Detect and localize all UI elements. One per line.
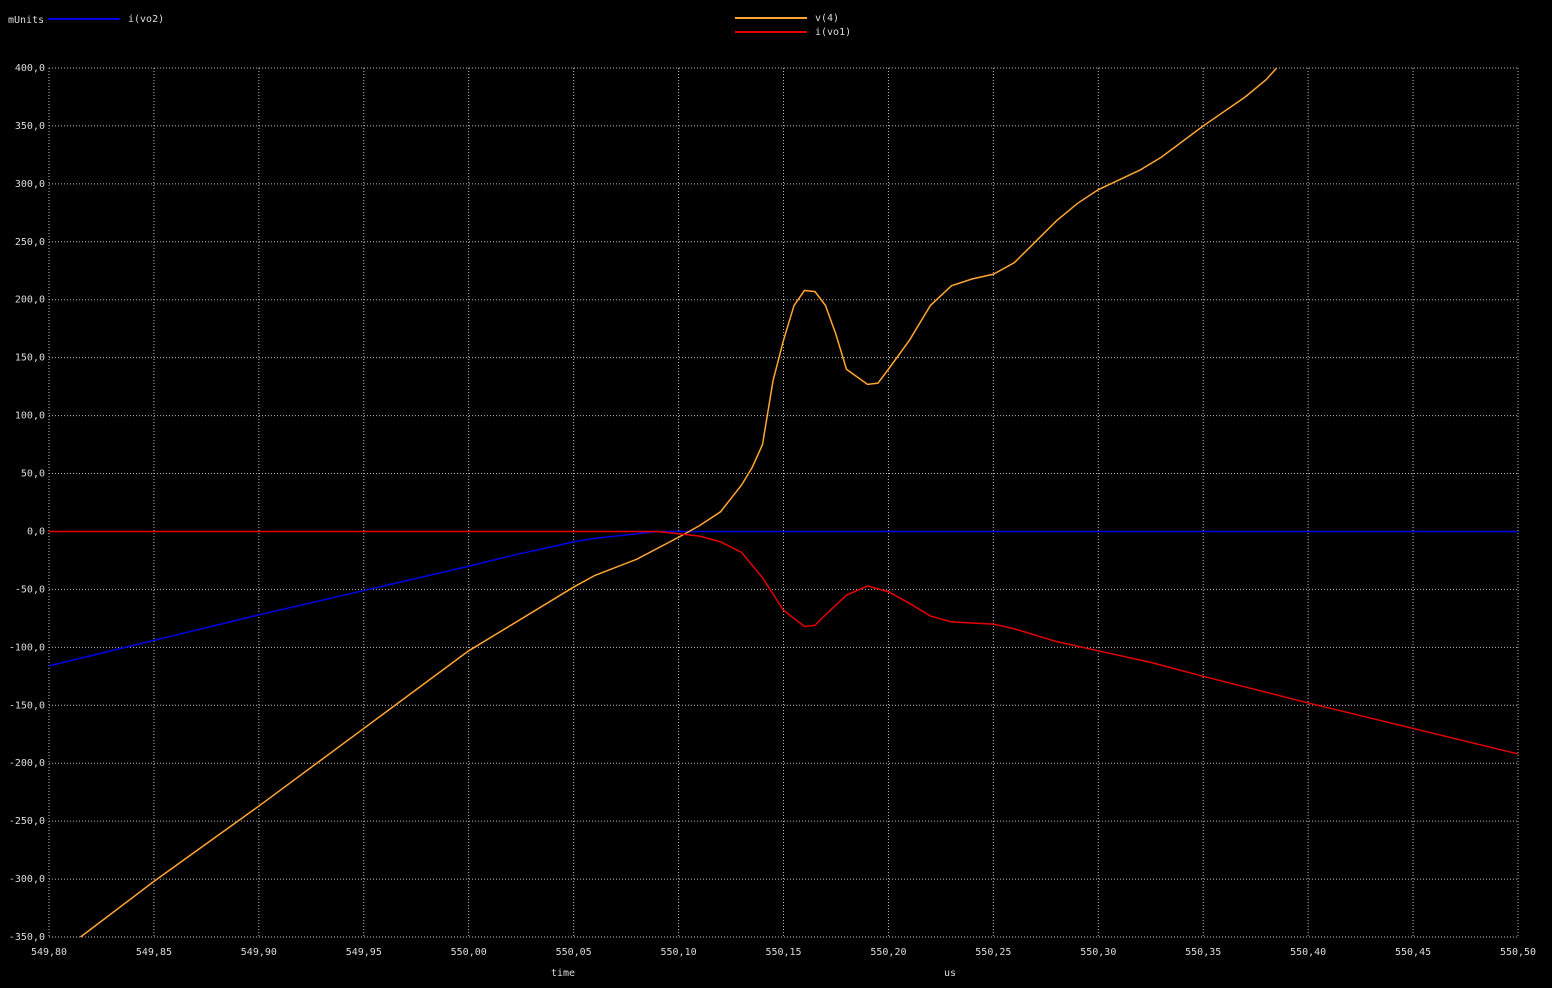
x-tick-label: 550,10 (661, 947, 697, 958)
y-tick-label: 50,0 (21, 469, 45, 480)
x-tick-label: 549,80 (31, 947, 67, 958)
series-line (48, 530, 1518, 667)
x-axis-label: time (551, 968, 575, 979)
y-tick-label: 250,0 (15, 237, 45, 248)
legend-label: v(4) (815, 13, 839, 24)
y-tick-label: -300,0 (9, 874, 45, 885)
x-tick-label: 550,30 (1080, 947, 1116, 958)
y-tick-label: -150,0 (9, 700, 45, 711)
x-tick-label: 550,35 (1185, 947, 1221, 958)
y-tick-label: -100,0 (9, 642, 45, 653)
y-tick-label: 100,0 (15, 411, 45, 422)
y-tick-label: -350,0 (9, 932, 45, 943)
y-tick-label: 0,0 (27, 526, 45, 537)
y-tick-label: 350,0 (15, 121, 45, 132)
x-tick-label: 550,05 (556, 947, 592, 958)
x-tick-label: 550,50 (1500, 947, 1536, 958)
x-tick-label: 549,95 (346, 947, 382, 958)
y-tick-label: 400,0 (15, 63, 45, 74)
y-tick-label: 200,0 (15, 295, 45, 306)
x-tick-label: 549,85 (136, 947, 172, 958)
legend-label: i(vo2) (128, 14, 164, 25)
x-tick-label: 550,00 (451, 947, 487, 958)
x-tick-label: 550,20 (870, 947, 906, 958)
y-unit-label: mUnits (8, 15, 44, 26)
y-tick-label: 150,0 (15, 353, 45, 364)
series-line (80, 67, 1278, 938)
series-line (49, 530, 1519, 755)
x-tick-label: 550,15 (765, 947, 801, 958)
x-unit-label: us (944, 968, 956, 979)
y-tick-label: 300,0 (15, 179, 45, 190)
x-tick-label: 550,40 (1290, 947, 1326, 958)
x-tick-label: 549,90 (241, 947, 277, 958)
x-tick-label: 550,45 (1395, 947, 1431, 958)
y-tick-label: -250,0 (9, 816, 45, 827)
y-tick-label: -50,0 (15, 584, 45, 595)
legend-label: i(vo1) (815, 27, 851, 38)
x-tick-label: 550,25 (975, 947, 1011, 958)
y-tick-label: -200,0 (9, 758, 45, 769)
